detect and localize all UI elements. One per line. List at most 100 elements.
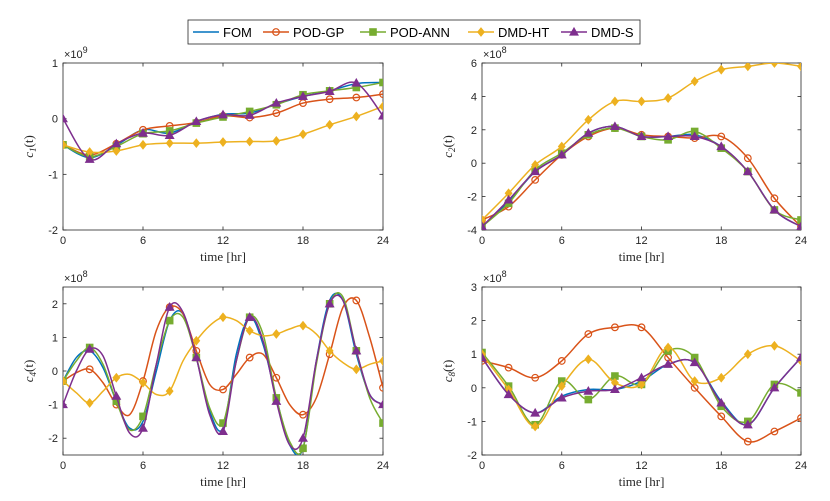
dmd-ht-marker (584, 114, 593, 125)
dmd-ht-marker (717, 64, 726, 75)
x-axis-label: time [hr] (200, 249, 246, 264)
x-tick-label: 12 (635, 235, 647, 247)
legend-label: DMD-S (591, 25, 634, 40)
dmd-s-marker (796, 221, 801, 230)
dmd-ht-marker (85, 398, 94, 408)
dmd-ht-marker (63, 139, 67, 150)
dmd-s-marker (482, 221, 487, 230)
dmd-s-marker (482, 352, 487, 362)
dmd-ht-marker (770, 340, 779, 351)
y-tick-label: 2 (471, 125, 477, 137)
dmd-s-marker (636, 372, 647, 382)
dmd-s-marker (138, 423, 148, 432)
y-tick-label: -2 (48, 433, 58, 445)
dmd-ht-marker (664, 93, 673, 103)
dmd-ht-marker (245, 325, 254, 336)
dmd-s-marker (503, 389, 514, 399)
y-axis-label: c8(t) (440, 360, 457, 383)
dmd-s-marker (663, 131, 674, 141)
dmd-ht-marker (219, 312, 227, 323)
exponent-label: ×108 (64, 269, 88, 285)
pod-gp-marker (770, 194, 779, 203)
dmd-ht-marker (192, 138, 201, 149)
dmd-ht-marker (165, 138, 174, 149)
pod-gp-marker (611, 323, 619, 332)
dmd-s-marker (244, 110, 255, 119)
dmd-ht-marker (325, 345, 334, 356)
dmd-s-marker (716, 397, 727, 407)
legend-label: DMD-HT (498, 25, 549, 40)
dmd-ht-marker (743, 349, 752, 360)
dmd-ht-marker (584, 354, 593, 365)
pod-gp-marker (717, 132, 726, 141)
y-tick-label: 6 (471, 58, 477, 70)
x-axis-label: time [hr] (619, 474, 665, 489)
y-tick-label: 4 (471, 91, 477, 103)
x-tick-label: 24 (377, 460, 389, 472)
exponent-label: ×108 (483, 269, 507, 285)
dmd-s-marker (609, 384, 620, 394)
pod-ann-marker (165, 316, 174, 325)
pod-gp-marker (797, 414, 801, 422)
legend-pod-gp-marker (272, 28, 280, 36)
dmd-s-marker (63, 113, 68, 123)
dmd-ht-marker (557, 381, 566, 392)
dmd-s-marker (351, 77, 362, 87)
dmd-s-marker (663, 359, 674, 368)
dmd-s-marker (271, 97, 282, 107)
dmd-ht-marker (797, 63, 801, 72)
x-tick-label: 6 (559, 460, 565, 472)
pod-gp-marker (272, 373, 281, 382)
y-tick-label: 0 (52, 114, 58, 126)
dmd-s-marker (530, 166, 541, 176)
legend-item-pod-gp: POD-GP (263, 25, 344, 40)
x-tick-label: 0 (479, 460, 485, 472)
pod-gp-marker (299, 410, 307, 419)
exponent-label: ×108 (483, 45, 507, 61)
dmd-s-marker (84, 154, 95, 163)
pod-gp-marker (379, 383, 383, 392)
dmd-s-marker (298, 91, 308, 100)
legend: FOM POD-GP POD-ANN DMD-HT DMD-S (187, 19, 641, 45)
pod-gp-marker (531, 175, 540, 184)
axes-box (481, 62, 802, 231)
x-tick-label: 24 (795, 460, 807, 472)
dmd-s-marker (742, 419, 753, 429)
y-axis-label: c2(t) (440, 135, 457, 158)
dmd-s-marker (271, 396, 282, 405)
dmd-s-marker (769, 204, 780, 214)
y-tick-label: 3 (471, 282, 477, 294)
pod-gp-marker (717, 412, 726, 421)
x-tick-label: 0 (60, 235, 66, 247)
dmd-s-marker (689, 357, 700, 367)
legend-item-dmd-ht: DMD-HT (468, 25, 549, 40)
dmd-s-marker (324, 86, 335, 95)
dmd-ht-marker (717, 372, 726, 383)
dmd-ht-marker (165, 386, 174, 397)
y-tick-label: -2 (48, 225, 58, 237)
x-tick-label: 12 (635, 460, 647, 472)
dmd-s-marker (378, 399, 383, 409)
pod-gp-marker (770, 427, 779, 436)
legend-label: POD-ANN (390, 25, 450, 40)
dmd-s-marker (351, 345, 362, 355)
y-tick-label: 1 (52, 332, 58, 344)
legend-label: FOM (223, 25, 252, 40)
dmd-s-marker (111, 391, 122, 400)
dmd-s-marker (164, 130, 175, 139)
dmd-s-marker (689, 131, 700, 141)
x-tick-label: 6 (140, 460, 146, 472)
dmd-ht-marker (352, 111, 361, 122)
pod-gp-marker (245, 353, 254, 362)
x-tick-label: 24 (795, 235, 807, 247)
dmd-s-marker (218, 109, 228, 119)
exponent-label: ×109 (64, 45, 88, 61)
pod-gp-marker (85, 365, 94, 374)
x-tick-label: 12 (217, 460, 229, 472)
dmd-ht-marker (325, 119, 334, 130)
y-tick-label: 1 (471, 349, 477, 361)
legend-item-pod-ann: POD-ANN (360, 25, 450, 40)
